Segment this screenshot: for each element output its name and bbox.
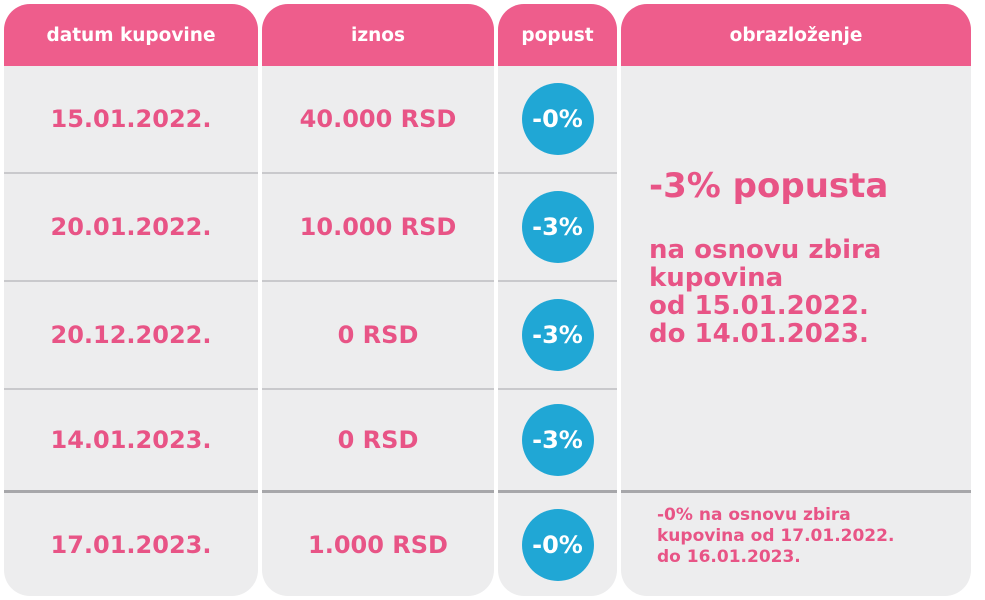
period-divider [262, 490, 494, 493]
period-divider [4, 490, 258, 493]
explanation-headline: -3% popusta [649, 166, 889, 206]
row-divider [4, 280, 258, 282]
row-divider [498, 388, 617, 390]
date-cell: 20.01.2022. [50, 213, 212, 241]
explanation-line: do 14.01.2023. [649, 319, 869, 349]
header-purchase-date: datum kupovine [4, 4, 258, 66]
discount-cell: -3% [498, 390, 617, 490]
discount-badge: -3% [521, 191, 594, 263]
date-cell: 15.01.2022. [50, 105, 212, 133]
row-divider [4, 388, 258, 390]
date-cell: 20.12.2022. [50, 321, 212, 349]
discount-badge: -0% [521, 83, 594, 155]
period-divider [498, 490, 617, 493]
header-discount: popust [498, 4, 617, 66]
date-cell: 14.01.2023. [50, 426, 212, 454]
amount-cell: 1.000 RSD [308, 530, 448, 559]
amount-cell: 40.000 RSD [299, 105, 457, 133]
row-divider [498, 172, 617, 174]
row-divider [262, 280, 494, 282]
amount-cell: 0 RSD [337, 426, 419, 454]
explanation-line: na osnovu zbira [649, 235, 882, 265]
header-amount: iznos [262, 4, 494, 66]
explanation-line: od 15.01.2022. [649, 291, 869, 321]
row-divider [4, 172, 258, 174]
column-discount: popust -0% -3% -3% -3% -0% [498, 4, 617, 596]
explanation-line: kupovina [649, 263, 784, 293]
amount-cell: 10.000 RSD [299, 213, 457, 241]
period-divider [621, 490, 971, 493]
discount-cell: -0% [498, 493, 617, 596]
column-purchase-date: datum kupovine 15.01.2022. 20.01.2022. 2… [4, 4, 258, 596]
explanation-details: na osnovu zbira kupovina od 15.01.2022. … [649, 236, 961, 348]
row-divider [498, 280, 617, 282]
explanation-line: kupovina od 17.01.2022. [657, 526, 895, 546]
discount-cell: -0% [498, 66, 617, 172]
column-amount: iznos 40.000 RSD 10.000 RSD 0 RSD 0 RSD … [262, 4, 494, 596]
amount-cell: 0 RSD [337, 321, 419, 349]
discount-badge: -0% [521, 508, 594, 581]
discount-cell: -3% [498, 282, 617, 388]
explanation-line: do 16.01.2023. [657, 547, 801, 567]
row-divider [262, 388, 494, 390]
column-explanation: obrazloženje -3% popusta na osnovu zbira… [621, 4, 971, 596]
discount-badge: -3% [521, 299, 594, 371]
discount-badge: -3% [521, 404, 594, 476]
header-explanation: obrazloženje [621, 4, 971, 66]
explanation-last-period: -0% na osnovu zbira kupovina od 17.01.20… [657, 505, 961, 568]
date-cell: 17.01.2023. [50, 530, 212, 559]
explanation-line: -0% na osnovu zbira [657, 505, 851, 525]
discount-cell: -3% [498, 174, 617, 280]
row-divider [262, 172, 494, 174]
